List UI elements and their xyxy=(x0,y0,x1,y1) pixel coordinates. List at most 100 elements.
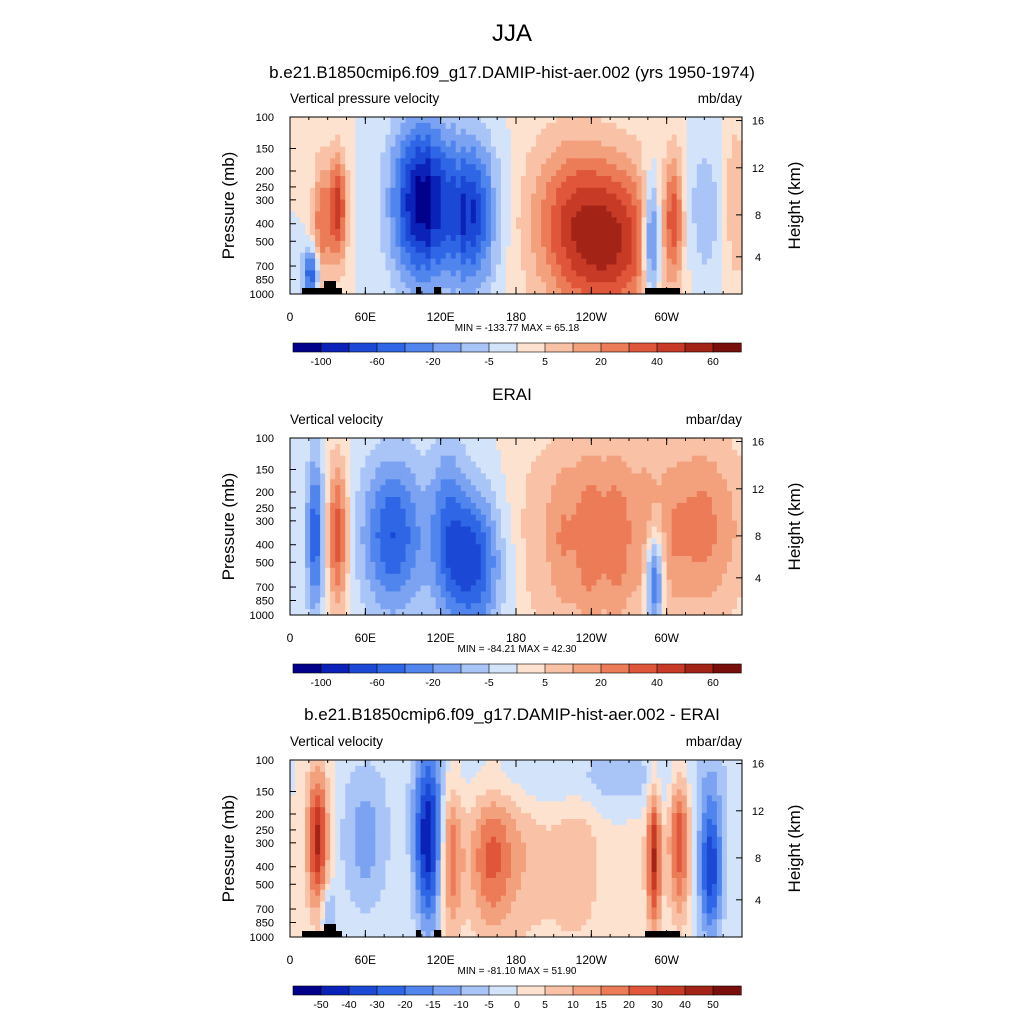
heatmap-cell xyxy=(676,240,683,248)
heatmap-cell xyxy=(581,235,587,242)
heatmap-cell xyxy=(345,211,351,218)
heatmap-cell xyxy=(450,158,457,165)
heatmap-cell xyxy=(606,550,613,557)
heatmap-cell xyxy=(430,258,437,266)
heatmap-cell xyxy=(490,443,497,451)
heatmap-cell xyxy=(440,438,447,445)
heatmap-cell xyxy=(435,146,442,153)
heatmap-cell xyxy=(395,176,402,183)
heatmap-cell xyxy=(460,128,467,136)
heatmap-cell xyxy=(305,573,311,581)
heatmap-cell xyxy=(320,117,326,124)
heatmap-cell xyxy=(345,461,351,469)
heatmap-cell xyxy=(541,258,547,266)
heatmap-cell xyxy=(330,479,336,486)
heatmap-cell xyxy=(380,117,387,124)
heatmap-cell xyxy=(440,491,447,498)
heatmap-cell xyxy=(320,158,326,165)
heatmap-cell xyxy=(315,128,321,136)
heatmap-cell xyxy=(485,526,492,533)
heatmap-cell xyxy=(365,264,371,271)
heatmap-cell xyxy=(505,597,512,604)
heatmap-cell xyxy=(350,556,356,563)
heatmap-cell xyxy=(455,556,462,563)
heatmap-cell xyxy=(400,205,407,212)
heatmap-cell xyxy=(345,152,351,159)
heatmap-cell xyxy=(601,264,607,271)
heatmap-cell xyxy=(345,491,351,498)
heatmap-cell xyxy=(696,146,703,153)
heatmap-cell xyxy=(495,140,502,148)
heatmap-cell xyxy=(405,438,412,445)
heatmap-cell xyxy=(290,603,296,610)
heatmap-cell xyxy=(510,438,517,445)
heatmap-cell xyxy=(375,532,381,539)
heatmap-cell xyxy=(405,514,412,522)
heatmap-cell xyxy=(460,603,467,610)
heatmap-cell xyxy=(410,538,417,545)
heatmap-cell xyxy=(505,455,512,463)
heatmap-cell xyxy=(360,585,366,592)
heatmap-cell xyxy=(596,561,602,569)
heatmap-cell xyxy=(475,276,482,283)
heatmap-cell xyxy=(596,229,602,236)
heatmap-cell xyxy=(500,282,507,289)
heatmap-cell xyxy=(430,235,437,242)
heatmap-cell xyxy=(395,164,402,171)
heatmap-cell xyxy=(561,152,567,159)
heatmap-cell xyxy=(340,205,346,212)
heatmap-cell xyxy=(495,609,502,616)
heatmap-cell xyxy=(586,229,592,236)
heatmap-cell xyxy=(325,538,331,545)
heatmap-cell xyxy=(315,235,321,242)
heatmap-cell xyxy=(576,152,582,159)
heatmap-cell xyxy=(470,276,477,283)
heatmap-cell xyxy=(355,258,361,266)
heatmap-cell xyxy=(325,479,331,486)
heatmap-cell xyxy=(450,461,457,469)
heatmap-cell xyxy=(330,603,336,610)
heatmap-cell xyxy=(631,573,638,581)
heatmap-cell xyxy=(490,609,497,616)
heatmap-cell xyxy=(706,146,713,153)
heatmap-cell xyxy=(315,532,321,539)
heatmap-cell xyxy=(526,514,532,522)
heatmap-cell xyxy=(581,544,587,551)
heatmap-cell xyxy=(566,438,572,445)
heatmap-cell xyxy=(300,205,306,212)
heatmap-cell xyxy=(295,479,301,486)
heatmap-cell xyxy=(621,438,628,445)
heatmap-cell xyxy=(355,140,361,148)
heatmap-cell xyxy=(526,122,532,130)
heatmap-cell xyxy=(430,181,437,189)
heatmap-cell xyxy=(305,579,311,587)
heatmap-cell xyxy=(475,282,482,289)
heatmap-cell xyxy=(686,117,693,124)
heatmap-cell xyxy=(576,597,582,604)
heatmap-cell xyxy=(485,276,492,283)
heatmap-cell xyxy=(646,520,653,528)
heatmap-cell xyxy=(531,252,537,260)
heatmap-cell xyxy=(651,246,658,254)
heatmap-cell xyxy=(576,170,582,177)
heatmap-cell xyxy=(495,461,502,469)
heatmap-cell xyxy=(400,485,407,492)
heatmap-cell xyxy=(561,597,567,604)
heatmap-cell xyxy=(576,258,582,266)
heatmap-cell xyxy=(405,573,412,581)
heatmap-cell xyxy=(566,134,572,142)
heatmap-cell xyxy=(616,591,623,598)
heatmap-cell xyxy=(541,240,547,248)
heatmap-cell xyxy=(300,473,306,480)
heatmap-cell xyxy=(631,152,638,159)
heatmap-cell xyxy=(355,443,361,451)
heatmap-cell xyxy=(485,270,492,277)
heatmap-cell xyxy=(435,591,442,598)
heatmap-cell xyxy=(300,467,306,474)
heatmap-cell xyxy=(440,461,447,469)
heatmap-cell xyxy=(536,473,542,480)
heatmap-cell xyxy=(380,455,387,463)
heatmap-cell xyxy=(551,181,557,189)
heatmap-cell xyxy=(435,122,442,130)
heatmap-cell xyxy=(551,170,557,177)
